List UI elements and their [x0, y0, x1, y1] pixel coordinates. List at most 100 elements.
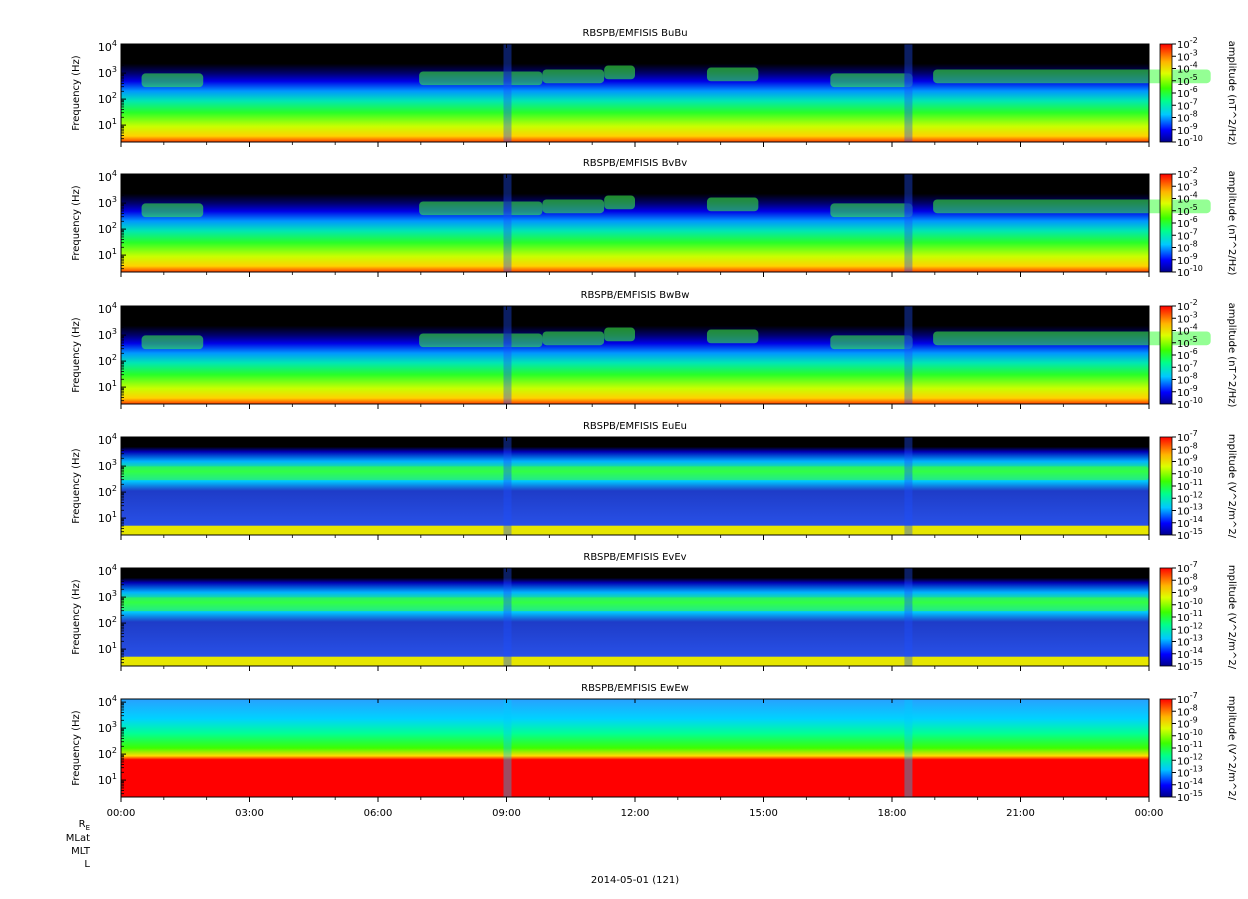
- colorbar: [1159, 43, 1173, 143]
- x-tick-label: 06:00: [364, 808, 393, 819]
- colorbar-tick-label: 10-4: [1177, 191, 1198, 206]
- emission-band: [419, 71, 543, 86]
- y-tick-label: 101: [98, 510, 117, 525]
- colorbar-tick-label: 10-2: [1177, 298, 1198, 313]
- colorbar-tick-label: 10-3: [1177, 48, 1198, 63]
- x-tick-label: 00:00: [107, 808, 136, 819]
- ephemeris-label-mlat: MLat: [65, 833, 90, 844]
- y-tick-label: 101: [98, 379, 117, 394]
- disturbance-column: [503, 44, 512, 142]
- colorbar-tick-label: 10-9: [1177, 585, 1198, 600]
- colorbar-tick-label: 10-6: [1177, 215, 1198, 230]
- colorbar-tick-label: 10-9: [1177, 384, 1198, 399]
- y-tick-label: 103: [98, 720, 117, 735]
- colorbar-tick-label: 10-8: [1177, 110, 1198, 125]
- spectrogram-panel-6: RBSPB/EMFISIS EwEw 101 102 103 104 Frequency …: [71, 683, 1237, 804]
- colorbar-tick-label: 10-8: [1177, 372, 1198, 387]
- colorbar-tick-label: 10-15: [1177, 658, 1203, 673]
- colorbar-tick-label: 10-9: [1177, 716, 1198, 731]
- disturbance-column: [904, 174, 913, 272]
- spectrogram-image: [121, 44, 1149, 142]
- colorbar-tick-label: 10-12: [1177, 621, 1203, 636]
- colorbar-tick-label: 10-5: [1177, 73, 1198, 88]
- y-axis-label: Frequency (Hz): [71, 710, 82, 786]
- y-tick-label: 102: [98, 221, 117, 236]
- panel-title: RBSPB/EMFISIS EwEw: [581, 683, 689, 694]
- emission-band: [933, 331, 1211, 346]
- colorbar-tick-label: 10-7: [1177, 560, 1198, 575]
- disturbance-column: [904, 699, 913, 797]
- emission-band: [542, 199, 605, 214]
- colorbar: [1159, 305, 1173, 405]
- emission-band: [604, 195, 635, 210]
- colorbar-label: amplitude (nT^2/Hz): [1226, 41, 1237, 146]
- y-axis-label: Frequency (Hz): [71, 185, 82, 261]
- disturbance-column: [503, 174, 512, 272]
- colorbar-tick-label: 10-9: [1177, 122, 1198, 137]
- colorbar-tick-label: 10-2: [1177, 36, 1198, 51]
- emission-band: [706, 67, 759, 82]
- ephemeris-label-re-subscript: E: [85, 824, 90, 832]
- colorbar-tick-label: 10-7: [1177, 691, 1198, 706]
- spectrogram-texture: [121, 568, 1149, 666]
- emission-band: [542, 331, 605, 346]
- y-tick-label: 103: [98, 65, 117, 80]
- spectrogram-texture: [141, 44, 1211, 142]
- y-tick-label: 103: [98, 195, 117, 210]
- colorbar-tick-label: 10-2: [1177, 166, 1198, 181]
- colorbar-tick-label: 10-5: [1177, 335, 1198, 350]
- colorbar-tick-label: 10-4: [1177, 61, 1198, 76]
- panel-title: RBSPB/EMFISIS BvBv: [583, 158, 687, 169]
- colorbar-tick-label: 10-9: [1177, 454, 1198, 469]
- emission-band: [830, 73, 913, 88]
- colorbar-tick-label: 10-10: [1177, 597, 1203, 612]
- shared-time-axis: 00:00 03:00 06:00 09:00 12:00 15:00 18:00 21:00…: [107, 808, 1164, 819]
- spectrogram-texture: [141, 174, 1211, 272]
- y-axis-label: Frequency (Hz): [71, 579, 82, 655]
- y-tick-label: 102: [98, 746, 117, 761]
- y-tick-label: 104: [98, 169, 117, 184]
- emission-band: [706, 329, 759, 344]
- colorbar-tick-label: 10-10: [1177, 396, 1203, 411]
- y-tick-label: 103: [98, 589, 117, 604]
- emission-band: [542, 69, 605, 84]
- spectrogram-texture: [141, 306, 1211, 404]
- emission-band: [706, 197, 759, 212]
- colorbar-tick-label: 10-8: [1177, 240, 1198, 255]
- disturbance-column: [503, 699, 512, 797]
- spectrogram-panel-1: RBSPB/EMFISIS BuBu 101 102 103 104 Frequency …: [71, 28, 1237, 149]
- spectrogram-image: [121, 437, 1149, 535]
- emission-band: [933, 69, 1211, 84]
- y-tick-label: 104: [98, 301, 117, 316]
- colorbar-tick-label: 10-8: [1177, 441, 1198, 456]
- y-axis-label: Frequency (Hz): [71, 317, 82, 393]
- emission-band: [419, 201, 543, 216]
- y-tick-label: 101: [98, 772, 117, 787]
- disturbance-column: [904, 44, 913, 142]
- emission-band: [141, 73, 204, 88]
- spectrogram-image: [121, 306, 1149, 404]
- panel-title: RBSPB/EMFISIS EvEv: [583, 552, 686, 563]
- disturbance-column: [904, 306, 913, 404]
- date-label: 2014-05-01 (121): [590, 875, 680, 886]
- x-tick-label: 12:00: [621, 808, 650, 819]
- y-tick-label: 104: [98, 563, 117, 578]
- y-tick-label: 101: [98, 117, 117, 132]
- colorbar-label: amplitude (nT^2/Hz): [1226, 171, 1237, 276]
- emission-band: [830, 335, 913, 350]
- emission-band: [141, 335, 204, 350]
- colorbar-tick-label: 10-4: [1177, 323, 1198, 338]
- spectrogram-panel-4: RBSPB/EMFISIS EuEu 101 102 103 104 Frequency …: [71, 421, 1237, 542]
- y-tick-label: 102: [98, 484, 117, 499]
- colorbar-tick-label: 10-9: [1177, 252, 1198, 267]
- colorbar-tick-label: 10-13: [1177, 503, 1203, 518]
- disturbance-column: [503, 568, 512, 666]
- colorbar-tick-label: 10-11: [1177, 740, 1203, 755]
- colorbar-tick-label: 10-10: [1177, 466, 1203, 481]
- colorbar-tick-label: 10-13: [1177, 634, 1203, 649]
- y-axis-label: Frequency (Hz): [71, 448, 82, 524]
- y-tick-label: 101: [98, 247, 117, 262]
- colorbar: [1159, 698, 1173, 798]
- spectrogram-panel-5: RBSPB/EMFISIS EvEv 101 102 103 104 Frequency …: [71, 552, 1237, 673]
- colorbar-tick-label: 10-10: [1177, 728, 1203, 743]
